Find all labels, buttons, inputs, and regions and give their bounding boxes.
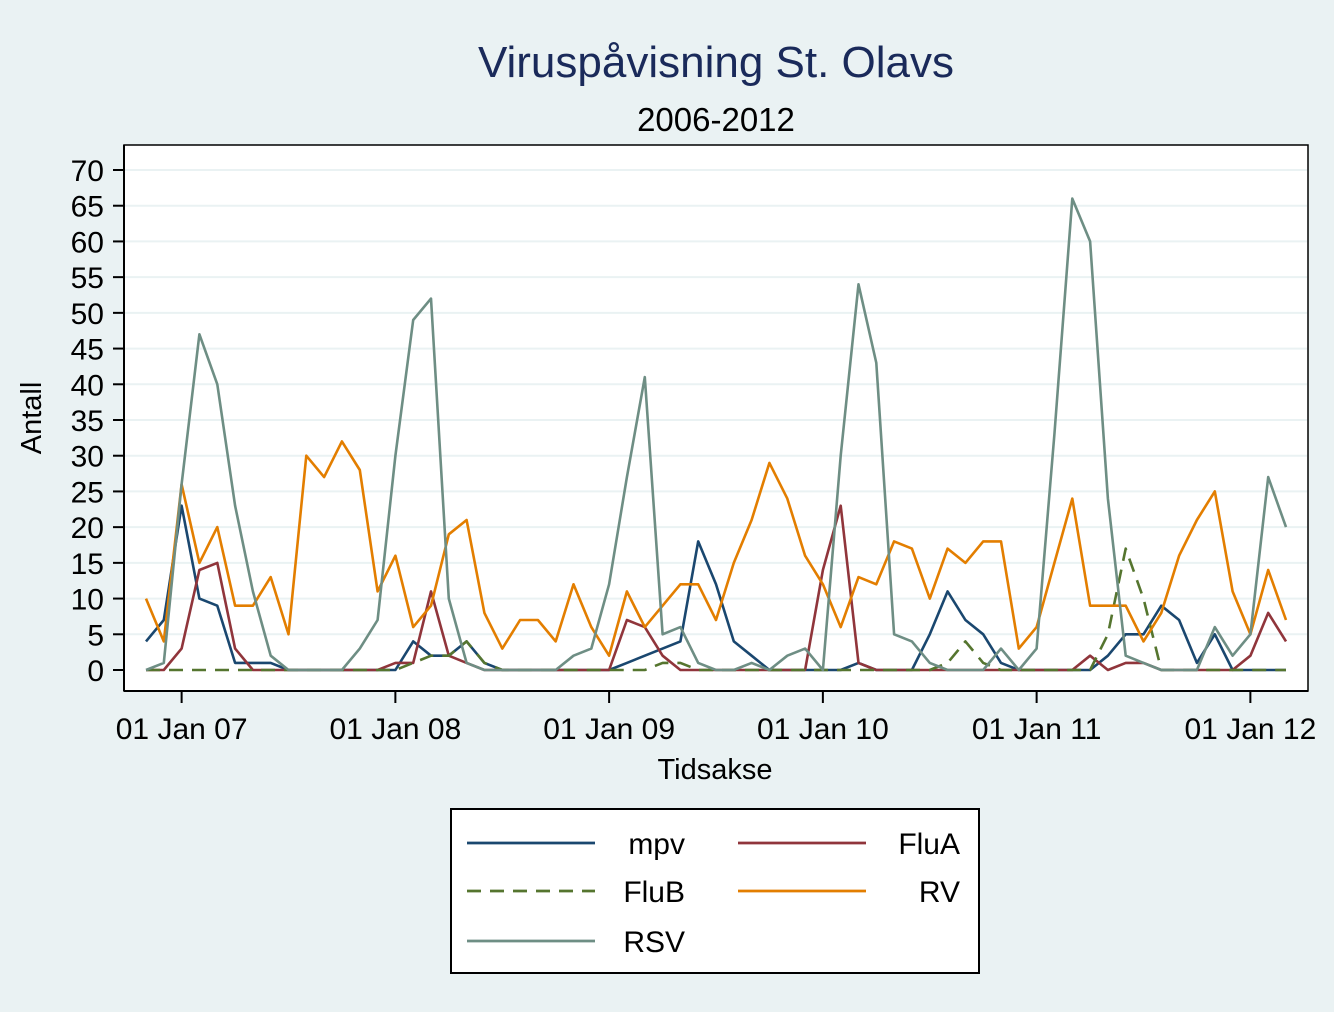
y-tick-label: 15 <box>71 548 104 581</box>
x-axis-label: Tidsakse <box>658 754 773 786</box>
y-tick-label: 30 <box>71 441 104 474</box>
y-tick-label: 25 <box>71 476 104 509</box>
series-line-rv <box>144 440 1288 658</box>
legend-label-rsv: RSV <box>623 926 685 959</box>
x-tick-label: 01 Jan 08 <box>329 713 461 746</box>
y-tick-label: 0 <box>87 655 104 688</box>
x-tick-label: 01 Jan 09 <box>543 713 675 746</box>
x-tick-label: 01 Jan 07 <box>116 713 248 746</box>
y-tick-label: 55 <box>71 262 104 295</box>
y-tick-label: 65 <box>71 191 104 224</box>
y-axis-label: Antall <box>16 382 48 455</box>
legend-label-mpv: mpv <box>628 828 685 861</box>
chart-subtitle: 2006-2012 <box>637 101 795 138</box>
x-tick-label: 01 Jan 11 <box>972 713 1102 746</box>
plot-area <box>123 144 1309 692</box>
series-lines <box>144 197 1288 672</box>
y-tick-label: 45 <box>71 334 104 367</box>
grid-lines <box>125 169 1307 636</box>
chart-title: Viruspåvisning St. Olavs <box>478 38 954 87</box>
legend-label-flua: FluA <box>898 828 960 861</box>
y-tick-label: 50 <box>71 298 104 331</box>
y-tick-label: 70 <box>71 155 104 188</box>
x-tick-label: 01 Jan 10 <box>757 713 889 746</box>
y-tick-label: 35 <box>71 405 104 438</box>
y-tick-label: 60 <box>71 226 104 259</box>
legend-label-rv: RV <box>919 876 960 909</box>
x-axis: 01 Jan 07 01 Jan 08 01 Jan 09 01 Jan 10 01 J… <box>116 690 1316 746</box>
y-tick-label: 20 <box>71 512 104 545</box>
legend-label-flub: FluB <box>623 876 685 909</box>
series-line-rsv <box>145 197 1288 672</box>
legend: mpv FluA FluB RV RSV <box>467 828 960 959</box>
y-tick-label: 10 <box>71 584 104 617</box>
x-tick-label: 01 Jan 12 <box>1184 713 1316 746</box>
y-tick-label: 5 <box>87 619 104 652</box>
y-tick-label: 40 <box>71 369 104 402</box>
